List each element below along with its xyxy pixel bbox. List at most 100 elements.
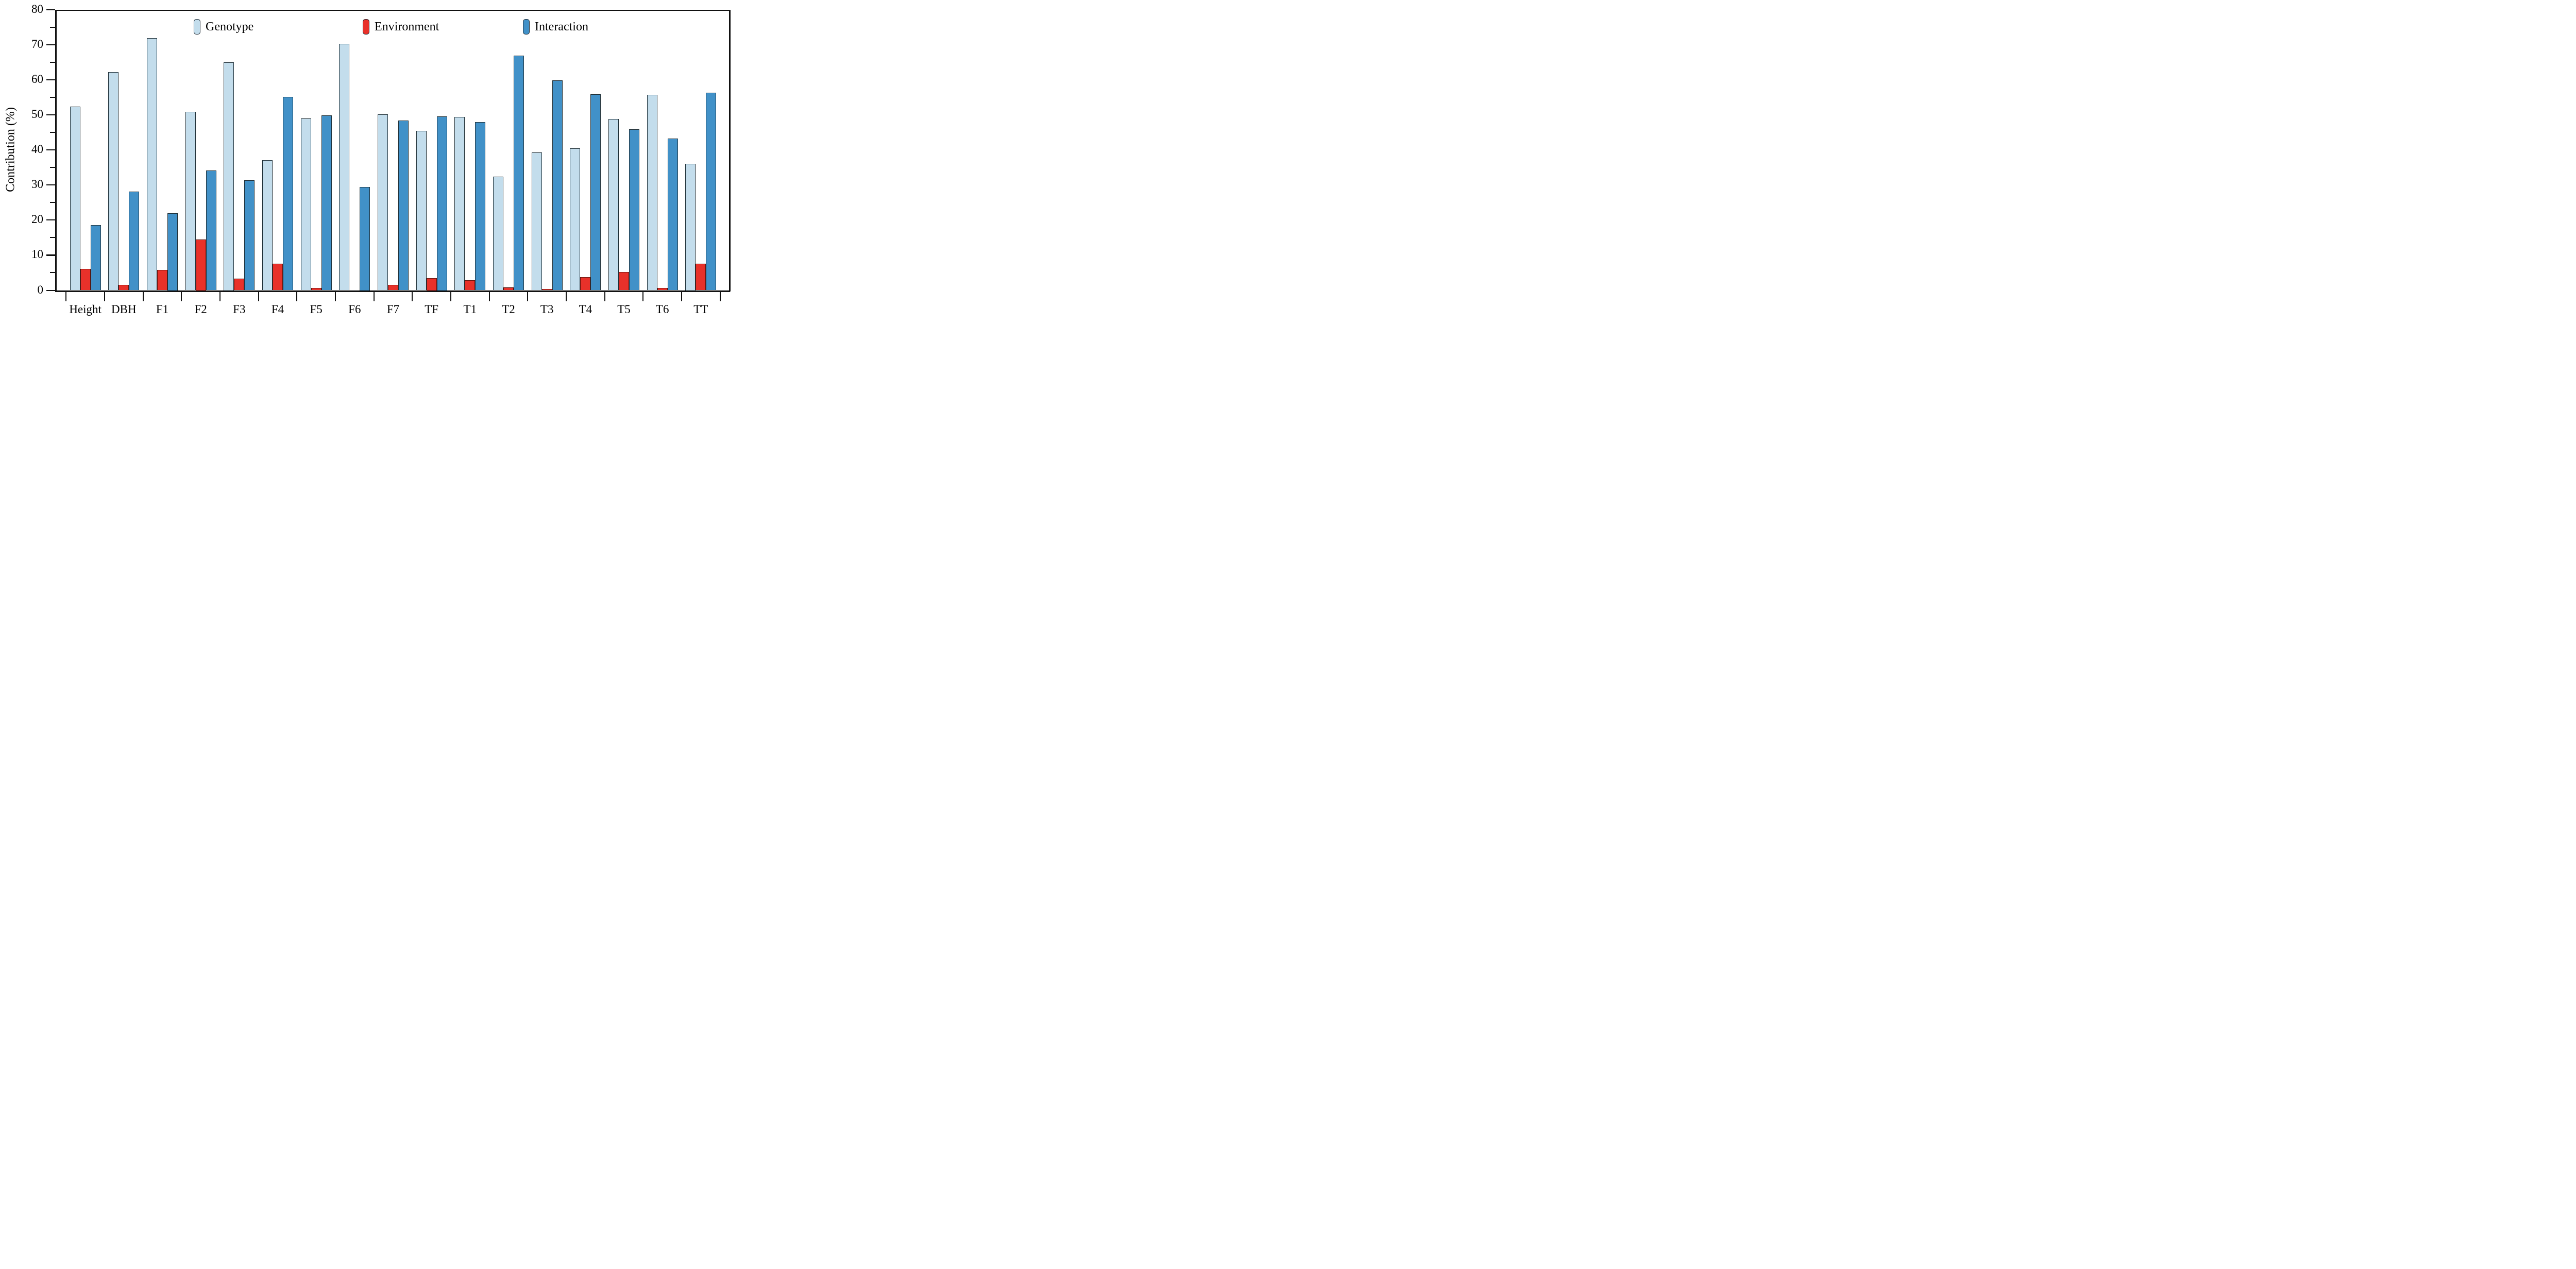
x-boundary-tick	[296, 291, 298, 301]
y-major-tick	[46, 289, 55, 291]
x-boundary-tick	[219, 291, 221, 301]
x-tick-label-f5: F5	[310, 302, 323, 316]
bar-t1-environment	[465, 280, 476, 290]
bar-t3-interaction	[552, 80, 563, 290]
x-tick-label-f7: F7	[386, 302, 400, 316]
x-boundary-tick	[450, 291, 451, 301]
x-tick-label-t1: T1	[463, 302, 477, 316]
bar-f2-interaction	[206, 170, 216, 290]
legend-label-genotype: Genotype	[206, 20, 254, 33]
bar-t6-environment	[657, 287, 668, 290]
bar-tf-interaction	[436, 116, 447, 290]
bar-f3-genotype	[224, 62, 234, 290]
bar-height-genotype	[70, 107, 80, 290]
y-minor-tick	[50, 96, 55, 98]
y-minor-tick	[50, 202, 55, 203]
legend-item-genotype: Genotype	[194, 19, 253, 35]
x-tick-label-t6: T6	[655, 302, 669, 316]
bar-t4-interaction	[590, 94, 601, 290]
bar-f5-environment	[311, 287, 321, 290]
y-tick-label: 40	[31, 142, 43, 156]
bar-f5-genotype	[300, 118, 311, 290]
bar-t2-interaction	[514, 56, 524, 290]
bar-t5-genotype	[608, 119, 619, 290]
x-axis-line	[55, 290, 730, 292]
y-minor-tick	[50, 272, 55, 273]
bar-f2-environment	[195, 239, 206, 290]
bar-f3-interaction	[244, 180, 255, 290]
bar-dbh-environment	[118, 284, 129, 290]
bar-tf-environment	[426, 278, 437, 290]
top-spine	[55, 9, 730, 11]
right-spine	[729, 9, 731, 291]
x-tick-label-f2: F2	[194, 302, 207, 316]
bar-height-interaction	[90, 225, 101, 290]
bar-f4-interaction	[282, 97, 293, 290]
bar-t6-interaction	[667, 139, 678, 290]
bar-tt-environment	[696, 263, 706, 290]
y-minor-tick	[50, 167, 55, 168]
x-tick-label-t5: T5	[617, 302, 631, 316]
bar-t2-environment	[503, 287, 514, 290]
x-boundary-tick	[181, 291, 182, 301]
x-boundary-tick	[258, 291, 259, 301]
legend-label-environment: Environment	[375, 20, 439, 33]
bar-tt-interaction	[706, 92, 717, 290]
legend-item-interaction: Interaction	[523, 19, 588, 35]
bar-t2-genotype	[493, 176, 503, 290]
y-tick-label: 10	[31, 248, 43, 261]
legend-swatch-environment	[363, 19, 369, 35]
bar-f4-environment	[272, 263, 283, 290]
bar-t4-environment	[580, 277, 591, 290]
y-tick-label: 30	[31, 178, 43, 191]
legend-item-environment: Environment	[363, 19, 439, 35]
x-tick-label-f6: F6	[348, 302, 361, 316]
bar-t5-environment	[619, 272, 629, 290]
x-boundary-tick	[488, 291, 490, 301]
bar-height-environment	[80, 268, 91, 290]
y-major-tick	[46, 219, 55, 221]
y-tick-label: 0	[37, 283, 44, 296]
y-axis-line	[55, 9, 57, 291]
x-tick-label-t3: T3	[540, 302, 554, 316]
bar-tt-genotype	[685, 164, 696, 290]
x-tick-label-t4: T4	[579, 302, 592, 316]
bar-f3-environment	[234, 279, 245, 290]
bar-f6-genotype	[339, 44, 350, 290]
y-minor-tick	[50, 61, 55, 63]
y-major-tick	[46, 149, 55, 151]
x-boundary-tick	[604, 291, 605, 301]
bar-t3-environment	[541, 288, 552, 290]
x-tick-label-tf: TF	[425, 302, 439, 316]
bar-t6-genotype	[647, 95, 657, 290]
bar-t5-interaction	[629, 129, 639, 290]
legend-swatch-genotype	[194, 19, 200, 35]
y-major-tick	[46, 184, 55, 186]
bar-tf-genotype	[416, 131, 427, 290]
x-boundary-tick	[719, 291, 721, 301]
x-boundary-tick	[373, 291, 375, 301]
x-tick-label-f3: F3	[233, 302, 246, 316]
bar-f6-interaction	[360, 186, 370, 290]
y-major-tick	[46, 44, 55, 45]
bar-f1-environment	[157, 269, 167, 290]
legend-swatch-interaction	[523, 19, 530, 35]
bar-f7-genotype	[377, 114, 388, 290]
y-tick-label: 80	[31, 2, 43, 15]
x-tick-label-f1: F1	[156, 302, 169, 316]
y-tick-label: 50	[31, 107, 43, 121]
y-major-tick	[46, 114, 55, 116]
bar-f7-interaction	[398, 120, 409, 290]
x-boundary-tick	[681, 291, 683, 301]
bar-f5-interaction	[321, 115, 332, 290]
x-tick-label-t2: T2	[502, 302, 515, 316]
x-tick-label-height: Height	[69, 302, 101, 316]
y-minor-tick	[50, 237, 55, 238]
y-minor-tick	[50, 131, 55, 133]
bar-dbh-genotype	[108, 72, 119, 290]
y-minor-tick	[50, 26, 55, 28]
y-tick-label: 60	[31, 72, 43, 85]
x-boundary-tick	[334, 291, 336, 301]
x-boundary-tick	[412, 291, 413, 301]
bar-f2-genotype	[185, 112, 196, 290]
